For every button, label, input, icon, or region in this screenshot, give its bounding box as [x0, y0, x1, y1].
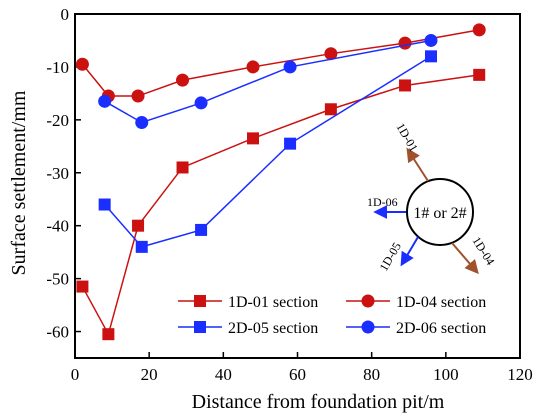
- inset-label-1d01: 1D-01: [393, 121, 420, 155]
- legend-label-2d05: 2D-05 section: [228, 320, 318, 337]
- data-point-circle: [98, 94, 112, 108]
- data-point-square: [425, 50, 437, 63]
- data-point-circle: [398, 36, 412, 50]
- data-point-square: [176, 161, 189, 174]
- legend-label-1d04: 1D-04 section: [396, 294, 486, 311]
- series-1: [75, 23, 486, 103]
- x-tick-label: 0: [71, 365, 80, 384]
- data-point-square: [102, 328, 115, 341]
- inset-label-1d06: 1D-06: [367, 195, 398, 209]
- legend-label-1d01: 1D-01 section: [228, 294, 318, 311]
- data-point-circle: [135, 115, 149, 129]
- legend-item-1d04: 1D-04 section: [346, 294, 486, 311]
- inset-diagram: 1# or 2# 1D-01 1D-06 1D-05 1D-04: [367, 121, 498, 275]
- data-point-circle: [324, 47, 338, 61]
- x-tick-label: 100: [433, 365, 459, 384]
- x-tick-label: 80: [363, 365, 380, 384]
- series-line: [81, 74, 480, 337]
- x-tick-label: 60: [289, 365, 306, 384]
- data-point-square: [76, 280, 89, 293]
- data-point-square: [473, 68, 486, 81]
- x-tick-label: 120: [507, 365, 533, 384]
- x-axis-label: Distance from foundation pit/m: [192, 391, 445, 413]
- data-point-square: [195, 223, 208, 236]
- y-axis-label: Surface settlement/mm: [8, 90, 30, 275]
- data-point-square: [135, 240, 148, 253]
- legend: 1D-01 section 1D-04 section 2D-05 sectio…: [178, 294, 486, 337]
- y-tick-label: -50: [46, 270, 69, 289]
- data-point-circle: [75, 57, 89, 71]
- arrow-1d01: [406, 147, 429, 182]
- data-point-square: [98, 198, 111, 211]
- legend-label-2d06: 2D-06 section: [396, 320, 486, 337]
- y-tick-label: -10: [46, 58, 69, 77]
- data-point-circle: [424, 33, 438, 47]
- y-tick-label: -20: [46, 111, 69, 130]
- data-point-square: [132, 219, 145, 232]
- series-2: [98, 50, 437, 253]
- series-3: [98, 33, 438, 129]
- data-point-square: [247, 132, 259, 145]
- inset-label-1d04: 1D-04: [469, 234, 497, 267]
- data-point-circle: [194, 96, 208, 110]
- legend-item-1d01: 1D-01 section: [178, 294, 318, 311]
- data-point-square: [284, 137, 297, 150]
- legend-item-2d06: 2D-06 section: [346, 320, 486, 337]
- y-tick-label: -60: [46, 323, 69, 342]
- inset-label-1d05: 1D-05: [376, 240, 403, 274]
- data-point-square: [399, 79, 412, 92]
- y-tick-label: 0: [61, 5, 70, 24]
- arrow-1d05: [400, 236, 419, 267]
- data-point-square: [324, 103, 337, 116]
- inset-center-label: 1# or 2#: [413, 205, 466, 222]
- y-tick-label: -40: [46, 217, 69, 236]
- series-layer: [75, 23, 486, 341]
- y-tick-label: -30: [46, 164, 69, 183]
- arrow-1d04: [451, 242, 479, 275]
- data-point-circle: [176, 73, 190, 87]
- series-0: [76, 68, 486, 341]
- data-point-circle: [246, 60, 260, 74]
- series-line: [104, 39, 432, 124]
- data-point-circle: [472, 23, 486, 37]
- data-point-circle: [131, 89, 145, 103]
- foundation-pit-circle: [406, 178, 474, 246]
- series-line: [104, 55, 432, 248]
- legend-item-2d05: 2D-05 section: [178, 320, 318, 337]
- data-point-circle: [283, 60, 297, 74]
- x-tick-label: 40: [215, 365, 232, 384]
- x-tick-label: 20: [141, 365, 158, 384]
- axis-ticks: 0 20 40 60 80 100 120 0 -10 -20 -30 -40 -50 -60: [46, 5, 532, 384]
